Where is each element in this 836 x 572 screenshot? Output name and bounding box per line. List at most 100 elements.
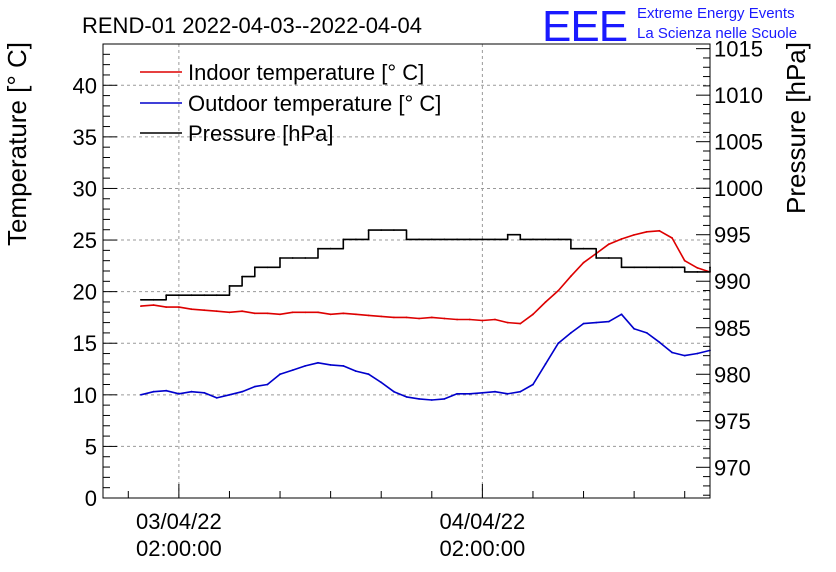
data-point-pressure: [165, 294, 168, 297]
data-point-outdoor: [140, 393, 142, 396]
data-point-outdoor: [494, 390, 496, 393]
data-point-indoor: [683, 259, 686, 262]
data-point-pressure: [443, 238, 446, 241]
data-point-indoor: [494, 318, 496, 321]
left-tick-label: 10: [73, 383, 97, 408]
data-point-outdoor: [671, 351, 673, 354]
left-tick-label: 35: [73, 125, 97, 150]
data-point-pressure: [178, 294, 180, 297]
data-point-indoor: [405, 316, 408, 319]
data-point-outdoor: [291, 369, 294, 371]
data-point-indoor: [203, 309, 206, 312]
data-point-outdoor: [253, 385, 256, 388]
left-tick-label: 30: [73, 176, 97, 201]
chart-title: REND-01 2022-04-03--2022-04-04: [82, 13, 422, 38]
data-point-pressure: [405, 238, 408, 241]
data-point-outdoor: [317, 361, 319, 364]
x-tick-label-time: 02:00:00: [440, 536, 526, 561]
data-point-indoor: [582, 261, 585, 264]
data-point-indoor: [342, 312, 345, 315]
data-point-indoor: [317, 311, 319, 314]
legend-label-outdoor: Outdoor temperature [° C]: [188, 91, 441, 116]
data-point-indoor: [355, 313, 357, 316]
data-point-indoor: [279, 313, 281, 316]
eee-logo-mark: EEE: [542, 2, 627, 51]
right-tick-label: 970: [714, 455, 751, 480]
data-point-indoor: [152, 304, 155, 306]
data-point-outdoor: [342, 365, 345, 367]
data-point-indoor: [544, 301, 547, 303]
left-tick-label: 20: [73, 280, 97, 305]
data-point-outdoor: [380, 381, 383, 384]
data-point-indoor: [393, 316, 395, 319]
data-point-indoor: [468, 318, 471, 321]
data-point-indoor: [165, 306, 168, 308]
legend: Indoor temperature [° C] Outdoor tempera…: [140, 60, 441, 146]
data-point-indoor: [532, 313, 534, 316]
left-tick-label: 15: [73, 331, 97, 356]
data-point-outdoor: [456, 392, 458, 395]
data-point-indoor: [253, 312, 256, 315]
data-point-pressure: [215, 294, 218, 297]
data-point-pressure: [683, 271, 686, 273]
data-point-outdoor: [178, 392, 180, 395]
left-tick-label: 5: [85, 434, 97, 459]
data-point-pressure: [279, 257, 281, 259]
data-point-indoor: [380, 315, 383, 318]
data-point-outdoor: [595, 321, 598, 324]
data-point-pressure: [633, 266, 635, 269]
data-point-outdoor: [215, 397, 218, 399]
data-point-pressure: [468, 238, 471, 241]
data-point-pressure: [140, 298, 142, 301]
data-point-indoor: [519, 322, 522, 325]
data-point-pressure: [620, 266, 623, 269]
data-point-indoor: [506, 321, 509, 324]
data-point-outdoor: [620, 313, 623, 316]
data-point-indoor: [291, 311, 294, 314]
data-point-outdoor: [165, 389, 168, 392]
data-point-pressure: [342, 238, 345, 241]
data-point-pressure: [203, 294, 206, 297]
data-point-pressure: [595, 257, 598, 259]
data-point-outdoor: [557, 342, 560, 345]
data-point-pressure: [645, 266, 648, 269]
data-point-outdoor: [266, 383, 269, 386]
x-tick-label-date: 03/04/22: [136, 509, 222, 534]
data-point-indoor: [418, 317, 420, 320]
data-point-pressure: [456, 238, 458, 241]
right-tick-label: 1010: [714, 83, 763, 108]
data-point-indoor: [430, 316, 433, 319]
data-point-indoor: [671, 237, 673, 239]
data-point-outdoor: [519, 390, 522, 393]
data-point-pressure: [570, 247, 572, 250]
x-tick-label-date: 04/04/22: [440, 509, 526, 534]
data-point-outdoor: [570, 332, 572, 334]
data-point-outdoor: [418, 398, 420, 400]
right-tick-label: 980: [714, 362, 751, 387]
series-line-pressure: [140, 229, 711, 301]
data-point-pressure: [190, 294, 193, 297]
data-point-pressure: [228, 285, 231, 287]
right-tick-label: 1000: [714, 176, 763, 201]
data-point-outdoor: [304, 365, 307, 367]
right-tick-label: 990: [714, 269, 751, 294]
data-point-outdoor: [696, 352, 699, 355]
x-tick-label-time: 02:00:00: [136, 536, 222, 561]
right-tick-label: 975: [714, 409, 751, 434]
data-point-pressure: [393, 229, 395, 232]
data-point-indoor: [607, 243, 610, 246]
data-point-pressure: [367, 229, 370, 232]
data-point-outdoor: [481, 391, 484, 394]
data-point-pressure: [671, 266, 673, 269]
data-point-indoor: [228, 311, 231, 314]
data-point-indoor: [570, 275, 572, 278]
data-point-indoor: [620, 238, 623, 240]
grid-lines: [103, 44, 710, 498]
data-point-pressure: [291, 257, 294, 259]
data-series: [140, 229, 711, 401]
y-axis-right-label: Pressure [hPa]: [781, 42, 811, 214]
data-point-outdoor: [468, 392, 471, 395]
data-point-outdoor: [152, 390, 155, 393]
data-point-pressure: [329, 247, 332, 250]
data-point-outdoor: [405, 396, 408, 398]
